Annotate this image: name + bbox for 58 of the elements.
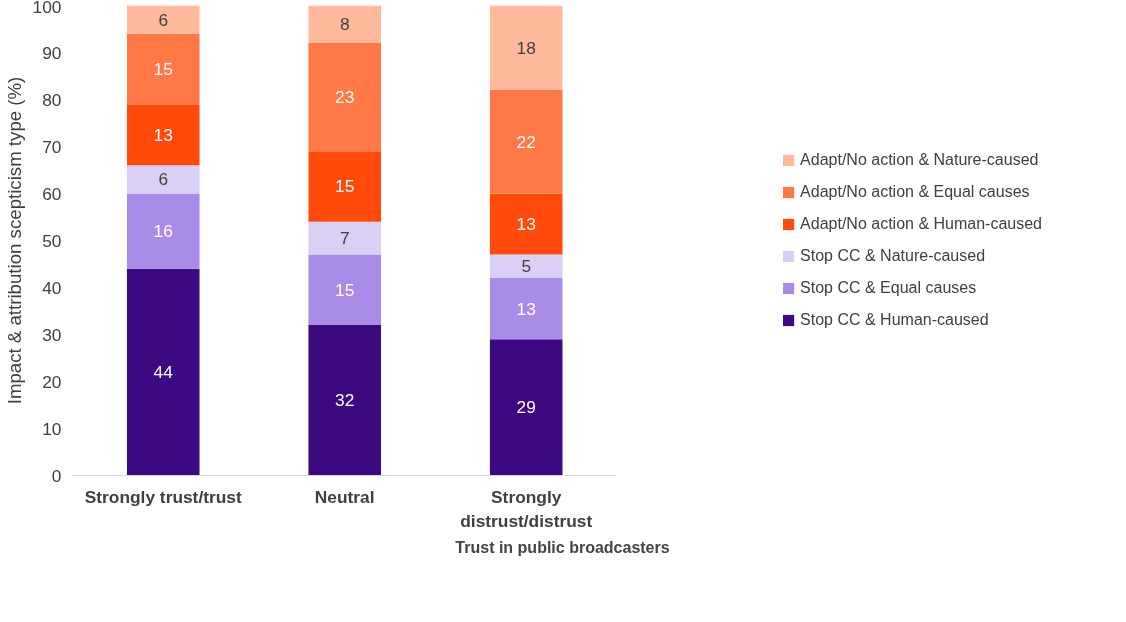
bar bbox=[126, 33, 200, 105]
y-tick-label: 90 bbox=[42, 42, 62, 63]
data-label: 6 bbox=[158, 169, 169, 190]
bar bbox=[126, 165, 200, 194]
x-axis-title: Trust in public broadcasters bbox=[455, 538, 670, 556]
data-label: 13 bbox=[516, 298, 536, 319]
bar bbox=[489, 254, 563, 279]
data-label: 13 bbox=[516, 214, 536, 235]
bar bbox=[308, 43, 382, 152]
bar bbox=[489, 90, 563, 194]
bar bbox=[308, 325, 382, 476]
data-label: 13 bbox=[153, 124, 173, 145]
y-tick-label: 40 bbox=[42, 277, 62, 298]
x-tick-label: Strongly trust/trust bbox=[84, 486, 242, 507]
y-tick-label: 10 bbox=[42, 418, 62, 439]
legend-label: Adapt/No action & Nature-caused bbox=[800, 151, 1039, 169]
y-tick-label: 60 bbox=[42, 183, 62, 204]
bar bbox=[489, 278, 563, 340]
data-label: 16 bbox=[153, 221, 173, 242]
data-label: 15 bbox=[335, 176, 355, 197]
legend-label: Stop CC & Nature-caused bbox=[800, 247, 986, 265]
bar bbox=[126, 5, 200, 34]
y-tick-label: 100 bbox=[32, 0, 62, 17]
data-label: 18 bbox=[516, 37, 536, 58]
bar bbox=[126, 268, 200, 476]
y-tick-label: 70 bbox=[42, 136, 62, 157]
bar bbox=[308, 254, 382, 326]
data-label: 22 bbox=[516, 131, 536, 152]
data-label: 29 bbox=[516, 397, 536, 418]
data-label: 15 bbox=[153, 58, 173, 79]
y-tick-label: 30 bbox=[42, 324, 62, 345]
y-tick-label: 20 bbox=[42, 371, 62, 392]
legend-label: Stop CC & Equal causes bbox=[800, 279, 977, 297]
data-label: 44 bbox=[153, 362, 174, 383]
bar bbox=[489, 5, 563, 91]
data-label: 32 bbox=[335, 390, 355, 411]
bar bbox=[308, 5, 382, 44]
y-tick-label: 80 bbox=[42, 89, 62, 110]
bar bbox=[489, 339, 563, 476]
legend-label: Stop CC & Human-caused bbox=[800, 311, 989, 329]
legend-label: Adapt/No action & Equal causes bbox=[800, 183, 1030, 201]
bar bbox=[126, 104, 200, 166]
data-label: 15 bbox=[335, 279, 355, 300]
x-tick-label: Strongly distrust/distrust bbox=[460, 486, 593, 531]
bar bbox=[126, 193, 200, 269]
data-label: 5 bbox=[521, 256, 532, 277]
legend-label: Adapt/No action & Human-caused bbox=[800, 215, 1042, 233]
data-label: 6 bbox=[158, 9, 169, 30]
bar bbox=[308, 151, 382, 222]
x-tick-label: Neutral bbox=[314, 486, 375, 507]
y-tick-label: 50 bbox=[42, 230, 62, 251]
bar bbox=[308, 221, 382, 255]
y-axis-title: Impact & attribution scepticism type (%) bbox=[3, 76, 25, 405]
data-label: 23 bbox=[335, 87, 355, 108]
bar bbox=[489, 193, 563, 255]
y-tick-label: 0 bbox=[51, 465, 62, 486]
data-label: 8 bbox=[339, 14, 350, 35]
data-label: 7 bbox=[339, 228, 350, 249]
